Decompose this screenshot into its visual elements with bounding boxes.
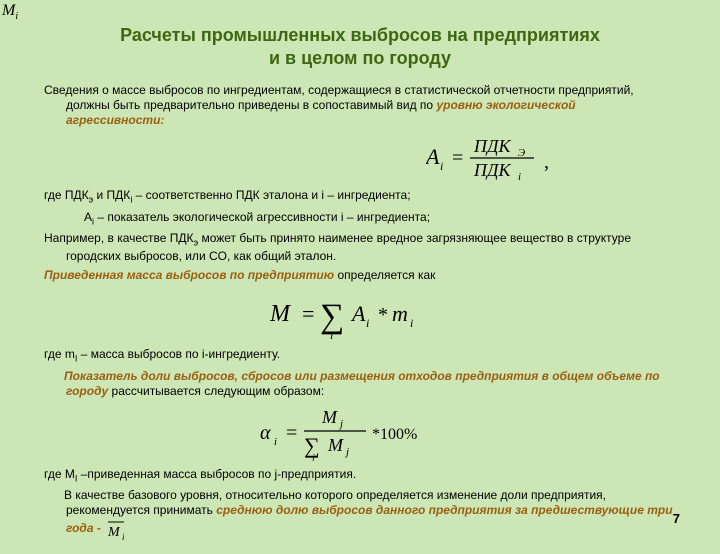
p5b: определяется как bbox=[334, 268, 435, 282]
svg-text:M: M bbox=[270, 301, 292, 327]
paragraph-7: Показатель доли выбросов, сбросов или ра… bbox=[44, 369, 676, 399]
svg-text:i: i bbox=[274, 436, 277, 448]
svg-text:A: A bbox=[350, 301, 366, 326]
svg-text:i: i bbox=[330, 328, 333, 341]
p8a: где M bbox=[44, 467, 75, 481]
p7b: рассчитывается следующим образом: bbox=[108, 384, 324, 398]
corner-symbol: Mi bbox=[2, 2, 18, 22]
formula-2: M = ∑ i A i * m i bbox=[44, 289, 676, 341]
p8b: –приведенная масса выбросов по j-предпри… bbox=[77, 467, 356, 481]
svg-text:*100%: *100% bbox=[372, 426, 417, 443]
svg-text:Э: Э bbox=[518, 147, 525, 159]
svg-text:α: α bbox=[260, 422, 271, 444]
svg-text:A: A bbox=[426, 144, 440, 169]
formula-3: α i = M j ∑ j M j *100% bbox=[44, 405, 676, 461]
p6a: где m bbox=[44, 347, 75, 361]
p2c: – соответственно ПДК эталона и i – ингре… bbox=[132, 188, 410, 202]
svg-text:i: i bbox=[122, 532, 125, 540]
p5a: Приведенная масса выбросов по предприяти… bbox=[44, 268, 334, 282]
corner-main: M bbox=[2, 2, 15, 19]
paragraph-intro: Сведения о массе выбросов по ингредиента… bbox=[44, 83, 676, 128]
svg-text:j: j bbox=[338, 418, 343, 430]
svg-text:i: i bbox=[366, 316, 369, 330]
svg-text:=: = bbox=[302, 301, 314, 326]
svg-text:M: M bbox=[321, 407, 338, 427]
svg-text:j: j bbox=[344, 446, 349, 458]
p6b: – масса выбросов по i-ингредиенту. bbox=[77, 347, 280, 361]
paragraph-2: где ПДКэ и ПДКi – соответственно ПДК эта… bbox=[44, 188, 676, 206]
svg-text:ПДК: ПДК bbox=[473, 136, 511, 156]
paragraph-8: где MI –приведенная масса выбросов по j-… bbox=[44, 467, 676, 485]
alpha-bar-icon: M i bbox=[104, 518, 130, 540]
svg-text:i: i bbox=[518, 171, 521, 182]
svg-text:i: i bbox=[410, 316, 413, 330]
slide-content: Расчеты промышленных выбросов на предпри… bbox=[0, 0, 720, 554]
formula-1: A i = ПДК Э ПДК i , bbox=[44, 134, 676, 182]
svg-text:i: i bbox=[440, 159, 443, 173]
corner-sub: i bbox=[15, 11, 18, 22]
p3a: A bbox=[84, 210, 92, 224]
page-title: Расчеты промышленных выбросов на предпри… bbox=[44, 24, 676, 69]
title-line2: и в целом по городу bbox=[269, 48, 451, 68]
svg-text:M: M bbox=[107, 525, 121, 540]
svg-text:=: = bbox=[452, 147, 463, 169]
p3b: – показатель экологической агрессивности… bbox=[94, 210, 430, 224]
title-line1: Расчеты промышленных выбросов на предпри… bbox=[120, 25, 600, 45]
paragraph-3: Ai – показатель экологической агрессивно… bbox=[44, 210, 676, 228]
svg-text:*: * bbox=[378, 304, 388, 326]
page-number: 7 bbox=[673, 511, 680, 526]
svg-text:m: m bbox=[392, 301, 408, 326]
paragraph-4: Например, в качестве ПДКэ может быть при… bbox=[44, 231, 676, 264]
p2b: и ПДК bbox=[93, 188, 130, 202]
paragraph-9: В качестве базового уровня, относительно… bbox=[44, 488, 676, 540]
p2a: где ПДК bbox=[44, 188, 89, 202]
paragraph-5: Приведенная масса выбросов по предприяти… bbox=[44, 268, 676, 283]
p4a: Например, в качестве ПДК bbox=[44, 231, 194, 245]
svg-text:M: M bbox=[327, 435, 344, 455]
paragraph-6: где mI – масса выбросов по i-ингредиенту… bbox=[44, 347, 676, 365]
svg-text:ПДК: ПДК bbox=[473, 160, 511, 180]
svg-text:,: , bbox=[544, 151, 549, 173]
svg-text:=: = bbox=[286, 422, 297, 444]
